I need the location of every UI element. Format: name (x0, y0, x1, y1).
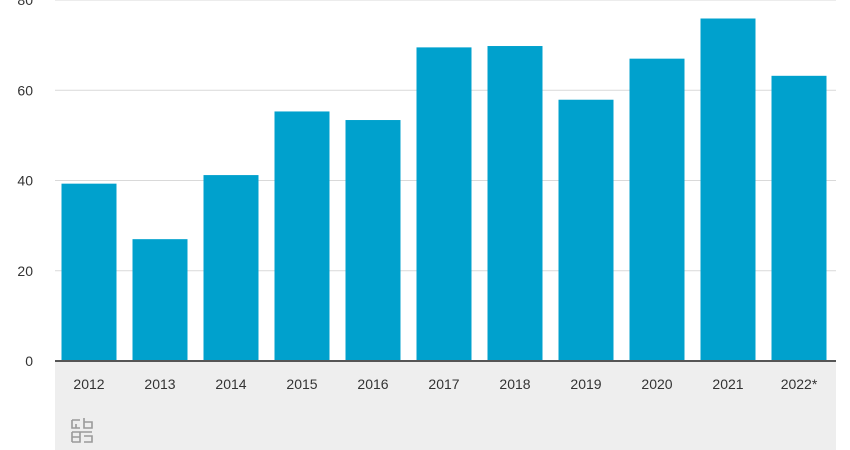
x-tick-label: 2012 (73, 376, 104, 392)
x-tick-label: 2019 (570, 376, 601, 392)
x-tick-label: 2017 (428, 376, 459, 392)
bars (61, 18, 827, 362)
x-tick-label: 2020 (641, 376, 672, 392)
bar-2016 (345, 120, 401, 361)
x-tick-label: 2018 (499, 376, 530, 392)
x-tick-label: 2016 (357, 376, 388, 392)
footer-band (55, 362, 836, 450)
bar-2019 (558, 99, 614, 361)
bar-2012 (61, 183, 117, 361)
x-tick-label: 2015 (286, 376, 317, 392)
y-tick-label: 40 (17, 173, 33, 189)
x-tick-label: 2021 (712, 376, 743, 392)
bar-2022 (771, 75, 827, 361)
bar-2013 (132, 239, 188, 361)
bar-2017 (416, 47, 472, 361)
bar-2020 (629, 58, 685, 361)
y-tick-label: 80 (17, 0, 33, 8)
y-tick-label: 0 (25, 353, 33, 369)
x-tick-labels: 2012 2013 2014 2015 2016 2017 2018 2019 2020 2021… (73, 376, 817, 392)
bar-2014 (203, 175, 259, 361)
x-tick-label: 2013 (144, 376, 175, 392)
bar-2018 (487, 46, 543, 362)
y-tick-labels: 0 20 40 60 80 (17, 0, 33, 369)
y-tick-label: 60 (17, 82, 33, 98)
cbs-logo-icon (71, 418, 93, 443)
x-tick-label: 2014 (215, 376, 246, 392)
x-tick-label: 2022* (781, 376, 818, 392)
y-tick-label: 20 (17, 263, 33, 279)
bar-2021 (700, 18, 756, 361)
bar-2015 (274, 111, 330, 362)
